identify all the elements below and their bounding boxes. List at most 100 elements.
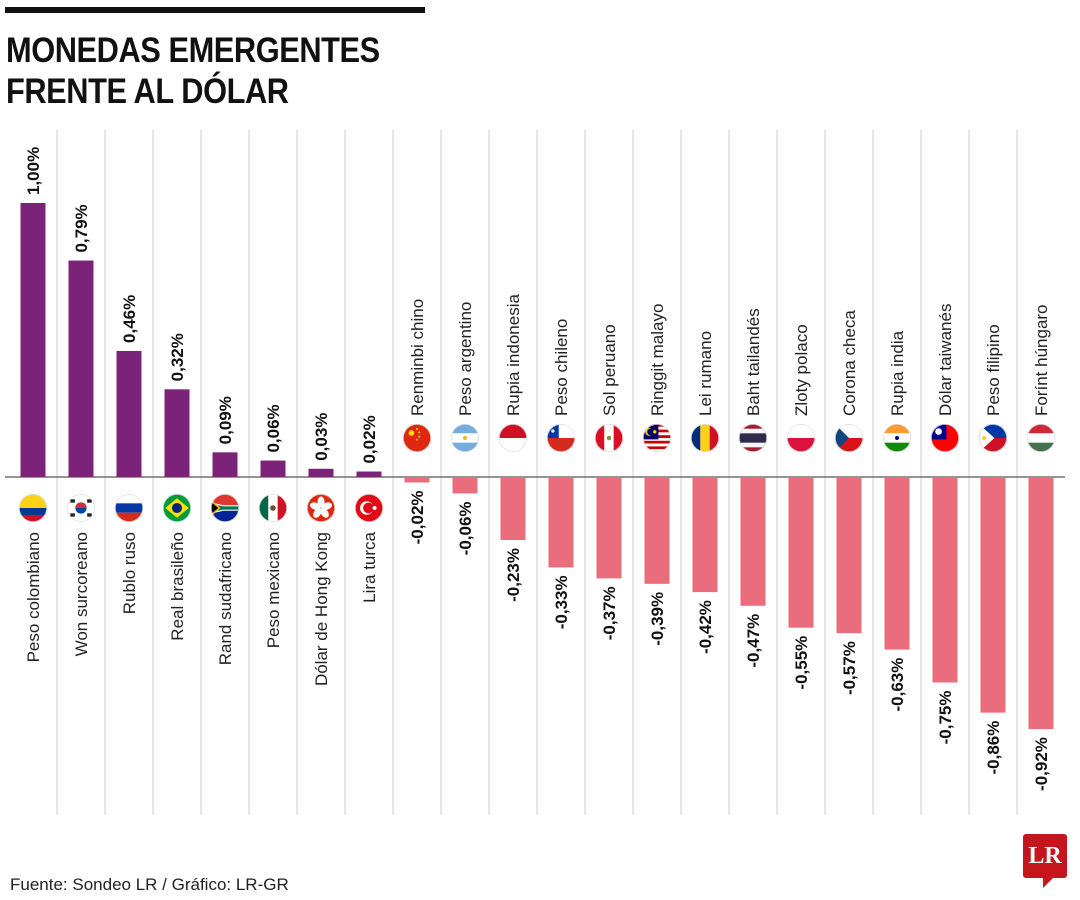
bar-group: 0,79% Won surcoreano [68,204,94,656]
bar [260,460,286,477]
lr-logo: LR [1023,834,1067,888]
data-label: -0,42% [696,600,715,654]
bar [404,477,430,483]
source-note: Fuente: Sondeo LR / Gráfico: LR-GR [10,875,289,894]
india-flag-icon [883,424,911,452]
category-label: Won surcoreano [72,532,91,656]
bar-group: 0,32% Real brasileño [164,333,190,641]
category-label: Forínt húngaro [1032,304,1051,416]
data-label: -0,57% [840,641,859,695]
bar-group: 1,00% Peso colombiano [20,147,46,662]
colombia-flag-icon [19,494,47,522]
bar [308,468,334,477]
bar [740,477,766,606]
category-label: Peso mexicano [264,532,283,648]
category-label: Dólar de Hong Kong [312,532,331,686]
data-label: -0,33% [552,575,571,629]
category-label: Real brasileño [168,532,187,641]
bar-group: -0,47% Baht tailandés [740,308,766,668]
category-label: Rupia indonesia [504,294,523,416]
data-label: -0,37% [600,586,619,640]
category-label: Peso chileno [552,319,571,416]
bar [68,260,94,477]
category-label: Rublo ruso [120,532,139,614]
peru-flag-icon [595,424,623,452]
bar-group: -0,55% Zloty polaco [788,324,814,690]
philippines-flag-icon [979,424,1007,452]
category-label: Peso colombiano [24,532,43,662]
bar-group: 0,46% Rublo ruso [116,295,142,614]
bar [980,477,1006,713]
chile-flag-icon [547,424,575,452]
bar [644,477,670,584]
data-label: -0,63% [888,658,907,712]
bar-group: 0,09% Rand sudafricano [212,396,238,665]
data-label: -0,75% [936,691,955,745]
category-label: Peso filipino [984,324,1003,416]
bar [596,477,622,579]
bar-group: -0,06% Peso argentino [452,302,478,555]
bar-group: -0,33% Peso chileno [548,319,574,629]
data-label: 0,02% [360,415,379,463]
category-label: Rand sudafricano [216,532,235,665]
bar [500,477,526,541]
category-label: Lei rumano [696,331,715,416]
data-label: -0,47% [744,614,763,668]
bar-group: -0,57% Corona checa [836,310,862,695]
data-label: -0,23% [504,548,523,602]
data-label: -0,92% [1032,737,1051,791]
data-label: 1,00% [24,147,43,195]
bar-group: -0,37% Sol peruano [596,324,622,640]
data-label: -0,39% [648,592,667,646]
title-rule [5,7,425,13]
category-label: Renminbi chino [408,299,427,416]
china-flag-icon [403,424,431,452]
bar-group: -0,63% Rupia india [884,330,910,712]
category-label: Dólar taiwanés [936,304,955,416]
bar-group: 0,02% Lira turca [356,415,382,603]
bar [164,389,190,477]
taiwan-flag-icon [931,424,959,452]
bar [692,477,718,593]
poland-flag-icon [787,424,815,452]
turkey-flag-icon [355,494,383,522]
bar [356,471,382,477]
bar [788,477,814,628]
south-korea-flag-icon [67,494,95,522]
bar [548,477,574,568]
bar [836,477,862,634]
bar-group: 0,06% Peso mexicano [260,404,286,648]
data-label: -0,86% [984,721,1003,775]
bar [1028,477,1054,730]
bar [116,350,142,477]
indonesia-flag-icon [499,424,527,452]
hong-kong-flag-icon [307,494,335,522]
bar [212,452,238,477]
bar-group: -0,23% Rupia indonesia [500,294,526,602]
category-label: Lira turca [360,531,379,602]
title-line-1: MONEDAS EMERGENTES [6,31,380,70]
bar-group: -0,86% Peso filipino [980,324,1006,775]
malaysia-flag-icon [643,424,671,452]
category-label: Corona checa [840,310,859,416]
data-label: 0,32% [168,333,187,381]
bar-group: -0,42% Lei rumano [692,331,718,654]
bar-group: -0,75% Dólar taiwanés [932,304,958,745]
bar [884,477,910,650]
data-label: -0,55% [792,636,811,690]
data-label: 0,46% [120,295,139,343]
title-line-2: FRENTE AL DÓLAR [6,72,289,111]
data-label: -0,06% [456,501,475,555]
bar [20,203,46,477]
russia-flag-icon [115,494,143,522]
data-label: 0,06% [264,404,283,452]
argentina-flag-icon [451,424,479,452]
category-label: Peso argentino [456,302,475,416]
data-label: 0,09% [216,396,235,444]
thailand-flag-icon [739,424,767,452]
data-label: 0,79% [72,204,91,252]
mexico-flag-icon [259,494,287,522]
category-label: Rupia india [888,330,907,416]
bar [932,477,958,683]
